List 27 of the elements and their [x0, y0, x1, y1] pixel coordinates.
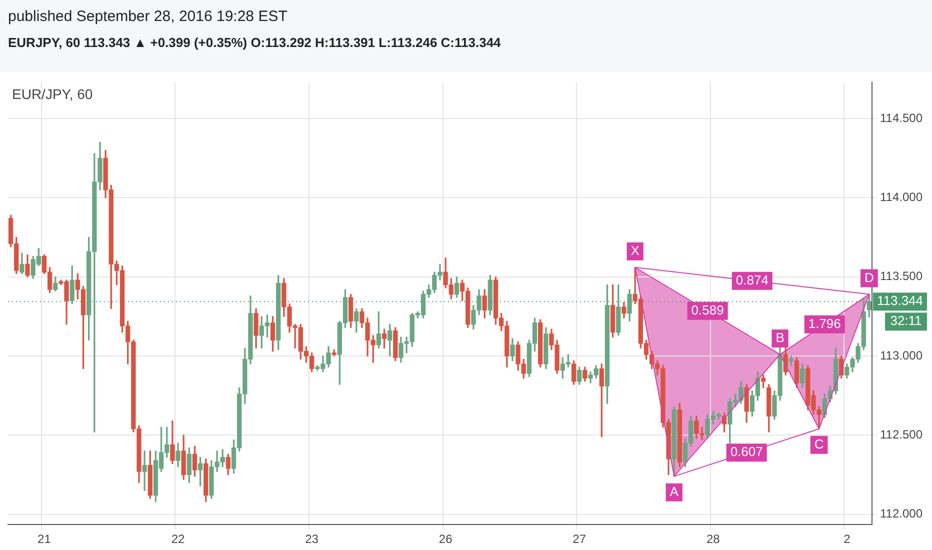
ref-line-label: 113.344	[876, 293, 924, 308]
y-tick-label: 112.500	[880, 427, 923, 442]
x-tick-label: 23	[305, 532, 319, 546]
data-label: C	[814, 436, 824, 452]
data-label: A	[670, 484, 679, 499]
text: 32:11	[890, 313, 922, 328]
annotation: 1.796	[808, 316, 841, 331]
y-tick-label: 112.000	[880, 506, 923, 521]
y-tick-label: 113.500	[880, 269, 923, 284]
text: published September 28, 2016 19:28 EST	[8, 7, 288, 27]
chart-title: EUR/JPY, 60	[12, 86, 93, 102]
y-tick-label: 114.000	[880, 190, 923, 204]
annotation: 0.874	[736, 272, 768, 288]
annotation: 0.607	[730, 444, 763, 460]
x-tick-label: 22	[171, 532, 186, 546]
data-label: X	[630, 242, 640, 258]
x-tick-label: 27	[572, 532, 586, 546]
data-label: D	[864, 270, 874, 285]
y-tick-label: 114.500	[880, 110, 923, 125]
data-label: B	[776, 330, 784, 346]
x-tick-label: 2	[844, 532, 851, 546]
x-tick-label: 21	[38, 532, 52, 546]
y-tick-label: 113.000	[880, 348, 923, 362]
annotation: 0.589	[691, 302, 724, 318]
x-tick-label: 28	[706, 532, 720, 546]
chart-subtitle: EURJPY, 60 113.343 ▲ +0.399 (+0.35%) O:113.292 H:113.391 L:113.246 C:113.344	[8, 34, 502, 52]
x-tick-label: 26	[438, 532, 453, 546]
